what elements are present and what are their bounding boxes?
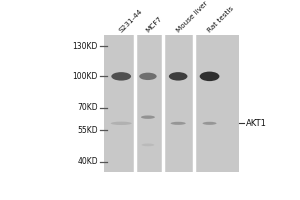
Ellipse shape [171, 122, 186, 125]
Text: 100KD: 100KD [73, 72, 98, 81]
Ellipse shape [111, 122, 132, 125]
Ellipse shape [141, 115, 155, 119]
Ellipse shape [142, 144, 154, 146]
Text: AKT1: AKT1 [246, 119, 267, 128]
Ellipse shape [139, 73, 157, 80]
Text: 70KD: 70KD [77, 103, 98, 112]
Bar [104, 35, 238, 172]
Ellipse shape [202, 122, 217, 125]
Ellipse shape [200, 72, 219, 81]
Text: 55KD: 55KD [77, 126, 98, 135]
Text: Mouse liver: Mouse liver [175, 0, 209, 33]
Ellipse shape [169, 72, 188, 81]
Text: 130KD: 130KD [73, 42, 98, 51]
Text: Rat testis: Rat testis [206, 5, 235, 33]
Text: MCF7: MCF7 [145, 15, 163, 33]
Text: S231-44: S231-44 [118, 8, 144, 33]
Text: 40KD: 40KD [77, 157, 98, 166]
Ellipse shape [111, 72, 131, 81]
